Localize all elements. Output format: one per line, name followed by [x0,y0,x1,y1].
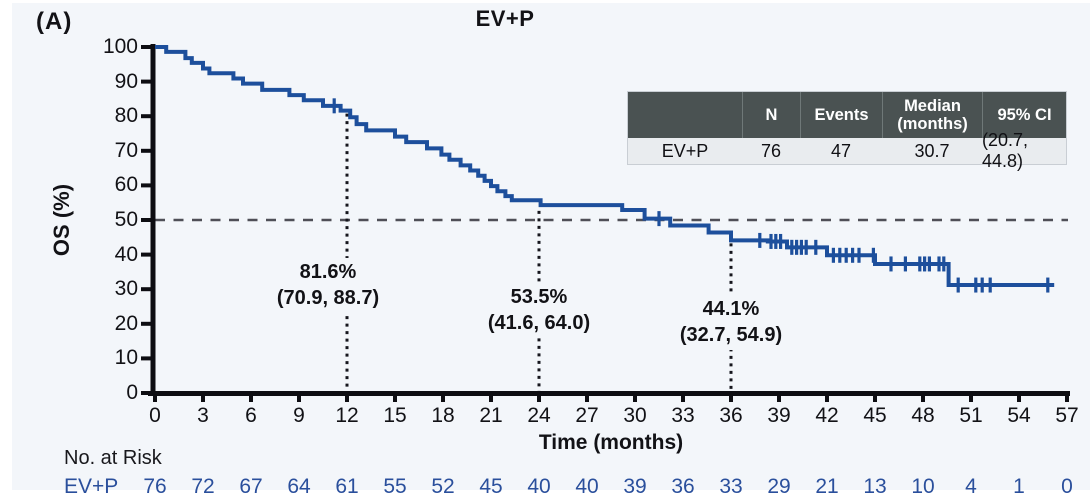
risk-table-header: No. at Risk [64,447,162,469]
risk-row-label: EV+P [64,475,119,498]
risk-value: 39 [623,475,647,498]
y-axis-title: OS (%) [49,183,74,257]
landmark-rate: 53.5% [510,286,568,308]
y-tick-label: 20 [114,311,138,335]
x-tick-label: 24 [527,404,551,427]
y-tick-label: 80 [114,104,138,128]
x-tick-label: 45 [863,404,887,427]
y-tick-label: 50 [114,208,138,231]
x-tick-label: 48 [911,404,935,427]
landmark-ci: (32.7, 54.9) [679,324,783,347]
x-tick-label: 30 [623,404,647,427]
summary-header-ci: 95% CI [982,92,1066,138]
x-tick-label: 0 [149,404,161,427]
panel-label: (A) [36,8,73,35]
landmark-ci: (41.6, 64.0) [487,312,591,335]
chart-title: EV+P [475,6,535,31]
risk-value: 61 [335,475,359,498]
landmark-rate: 44.1% [702,298,760,320]
summary-inset-table: N Events Median (months) 95% CI EV+P 76 … [628,92,1066,171]
y-tick-label: 10 [114,346,138,370]
risk-value: 67 [239,475,263,498]
risk-value: 40 [527,475,551,498]
y-tick-label: 60 [114,173,138,197]
x-tick-label: 6 [245,404,257,427]
landmark-annotation: 44.1% (32.7, 54.9) [674,295,788,350]
summary-table-data-row: EV+P 76 47 30.7 (20.7, 44.8) [628,130,1066,171]
risk-value: 29 [767,475,791,498]
x-tick-label: 18 [431,404,455,427]
risk-value: 10 [911,475,935,498]
risk-value: 0 [1061,475,1073,498]
summary-header-events: Events [800,92,882,138]
y-tick-label: 70 [114,138,138,162]
risk-value: 4 [965,475,977,498]
risk-value: 1 [1013,475,1025,498]
landmark-annotation: 53.5% (41.6, 64.0) [482,283,596,338]
km-curve [155,45,1055,288]
summary-table-header-row: N Events Median (months) 95% CI [628,92,1066,138]
landmark-rate: 81.6% [299,261,357,283]
landmark-annotation: 81.6% (70.9, 88.7) [271,258,385,313]
x-tick-label: 9 [293,404,305,427]
y-tick-label: 40 [114,242,138,266]
x-axis-title: Time (months) [538,431,684,454]
y-tick-label: 90 [114,69,138,93]
x-tick-label: 33 [671,404,695,427]
x-tick-label: 42 [815,404,839,427]
summary-events-value: 47 [800,138,882,164]
x-tick-label: 27 [575,404,599,427]
risk-value: 40 [575,475,599,498]
risk-value: 72 [191,475,215,498]
x-tick-label: 54 [1007,404,1031,427]
summary-row-label: EV+P [628,138,742,164]
summary-median-value: 30.7 [882,138,982,164]
x-tick-label: 3 [197,404,209,427]
x-tick-label: 15 [383,404,407,427]
risk-value: 13 [863,475,887,498]
risk-value: 52 [431,475,455,498]
risk-value: 76 [143,475,167,498]
risk-value: 64 [287,475,311,498]
summary-header-median: Median (months) [882,92,982,138]
x-tick-label: 36 [719,404,743,427]
x-tick-label: 12 [335,404,359,427]
summary-header-n: N [742,92,800,138]
summary-ci-value: (20.7, 44.8) [982,130,1066,171]
risk-value: 45 [479,475,503,498]
figure-background [12,3,1090,490]
y-tick-label: 30 [114,277,138,301]
risk-value: 21 [815,475,839,498]
risk-value: 55 [383,475,407,498]
risk-value: 33 [719,475,743,498]
y-tick-label: 100 [102,35,138,58]
x-tick-label: 21 [479,404,503,427]
risk-value: 36 [671,475,695,498]
x-tick-label: 51 [959,404,983,427]
x-tick-label: 39 [767,404,791,427]
y-tick-label: 0 [126,381,138,404]
summary-n-value: 76 [742,138,800,164]
summary-header-blank [628,92,742,138]
landmark-ci: (70.9, 88.7) [276,287,380,310]
x-tick-label: 57 [1055,404,1079,427]
